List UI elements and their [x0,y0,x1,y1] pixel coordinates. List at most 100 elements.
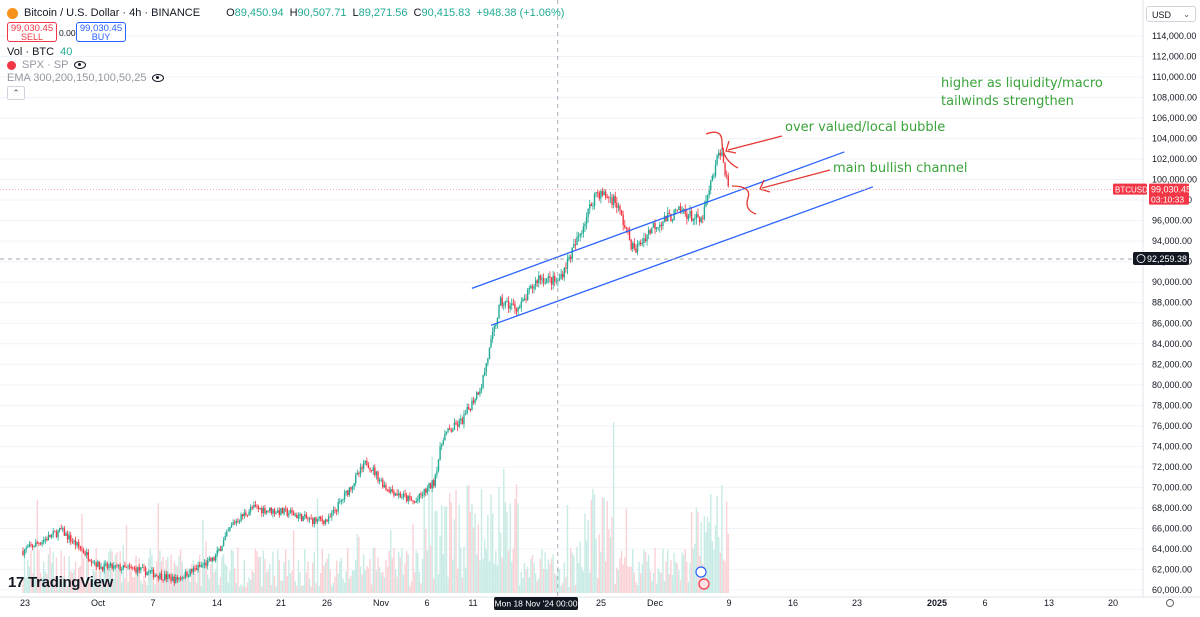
candle-body [385,485,387,490]
compare-legend[interactable]: SPX · SP [7,59,87,71]
volume-bar [620,550,623,593]
volume-bar [700,522,702,593]
volume-bar [35,576,37,593]
add-event-icon[interactable] [695,566,707,578]
currency-select[interactable]: USD ⌄ [1146,6,1196,22]
candle-body [461,418,464,425]
volume-bar [549,563,551,593]
compare-label: SPX · SP [22,59,69,71]
collapse-legend-button[interactable]: ⌃ [7,86,25,100]
volume-bar [82,558,85,593]
candle-body [58,528,61,531]
volume-bar [58,586,61,593]
volume-bar [60,550,62,593]
candle-body [81,548,83,550]
candle-body [682,209,685,211]
price-tick-label: 70,000.00 [1152,482,1192,492]
volume-bar [431,456,433,593]
volume-bar [433,578,435,593]
volume-bar [593,494,596,593]
candle-body [563,268,565,278]
candle-body [148,571,150,573]
candle-body [191,569,193,572]
last-price-tag [1149,183,1189,205]
volume-bar [356,533,359,593]
macro-note-line2[interactable]: tailwinds strengthen [941,94,1074,109]
volume-bar [105,564,107,593]
volume-bar [243,559,245,593]
bubble-note[interactable]: over valued/local bubble [785,120,946,135]
volume-bar [547,559,550,593]
candle-body [710,180,712,190]
candle-body [270,507,273,514]
channel-note[interactable]: main bullish channel [833,161,968,176]
volume-bar [440,505,443,593]
volume-bar [95,548,97,593]
candle-body [714,164,717,176]
candle-body [450,429,452,432]
candle-body [39,543,42,545]
eye-icon[interactable] [152,74,165,82]
candle-body [144,567,147,576]
volume-bar [684,549,686,593]
candle-body [479,390,481,395]
candle-body [477,392,480,395]
candle-body [49,534,51,538]
volume-bar [304,549,306,593]
candle-body [60,528,62,530]
candle-body [35,542,37,547]
sell-button[interactable]: 99,030.45 SELL [7,22,57,42]
volume-bar [259,556,261,593]
candle-body [321,519,323,521]
events-flag-icon[interactable] [698,578,710,590]
candle-body [665,215,667,222]
candle-body [138,567,140,571]
candle-body [353,483,355,487]
macro-note-line1[interactable]: higher as liquidity/macro [941,76,1103,91]
candle-body [194,568,196,569]
time-tick-label: 7 [150,598,155,608]
candle-body [517,307,519,312]
eye-icon[interactable] [74,61,87,69]
symbol-legend[interactable]: Bitcoin / U.S. Dollar · 4h · BINANCE O 89… [7,7,564,19]
volume-bar [79,566,82,593]
volume-bar [595,538,597,593]
channel-upper-line[interactable] [471,151,845,289]
candle-body [539,275,542,280]
volume-bar [657,568,659,593]
candle-body [576,236,578,245]
volume-bar [452,559,454,593]
candle-body [181,577,183,580]
volume-bar [108,551,110,593]
candle-body [456,424,459,427]
candle-body [420,493,422,496]
volume-bar [421,559,424,593]
volume-legend[interactable]: Vol · BTC 40 [7,46,72,58]
symbol-title[interactable]: Bitcoin / U.S. Dollar · 4h · BINANCE [24,7,201,19]
volume-bar [644,551,647,593]
buy-button[interactable]: 99,030.45 BUY [76,22,126,42]
candle-body [113,565,115,569]
candle-body [611,197,613,205]
candle-body [237,521,239,523]
volume-bar [313,552,316,593]
candle-body [518,307,521,309]
candle-body [300,513,303,522]
candle-body [659,224,661,228]
channel-lower-line[interactable] [490,186,874,326]
candle-body [597,192,599,194]
candle-body [89,559,91,562]
plus-circle-icon[interactable] [1136,254,1146,263]
volume-bar [224,563,226,593]
gear-icon[interactable] [1166,599,1174,607]
candle-body [243,512,245,517]
candle-body [633,243,636,249]
ema-legend[interactable]: EMA 300,200,150,100,50,25 [7,72,165,84]
volume-bar [348,578,351,593]
candle-body [515,308,518,312]
candle-body [589,204,591,209]
volume-bar [221,556,223,593]
candle-body [224,536,226,541]
